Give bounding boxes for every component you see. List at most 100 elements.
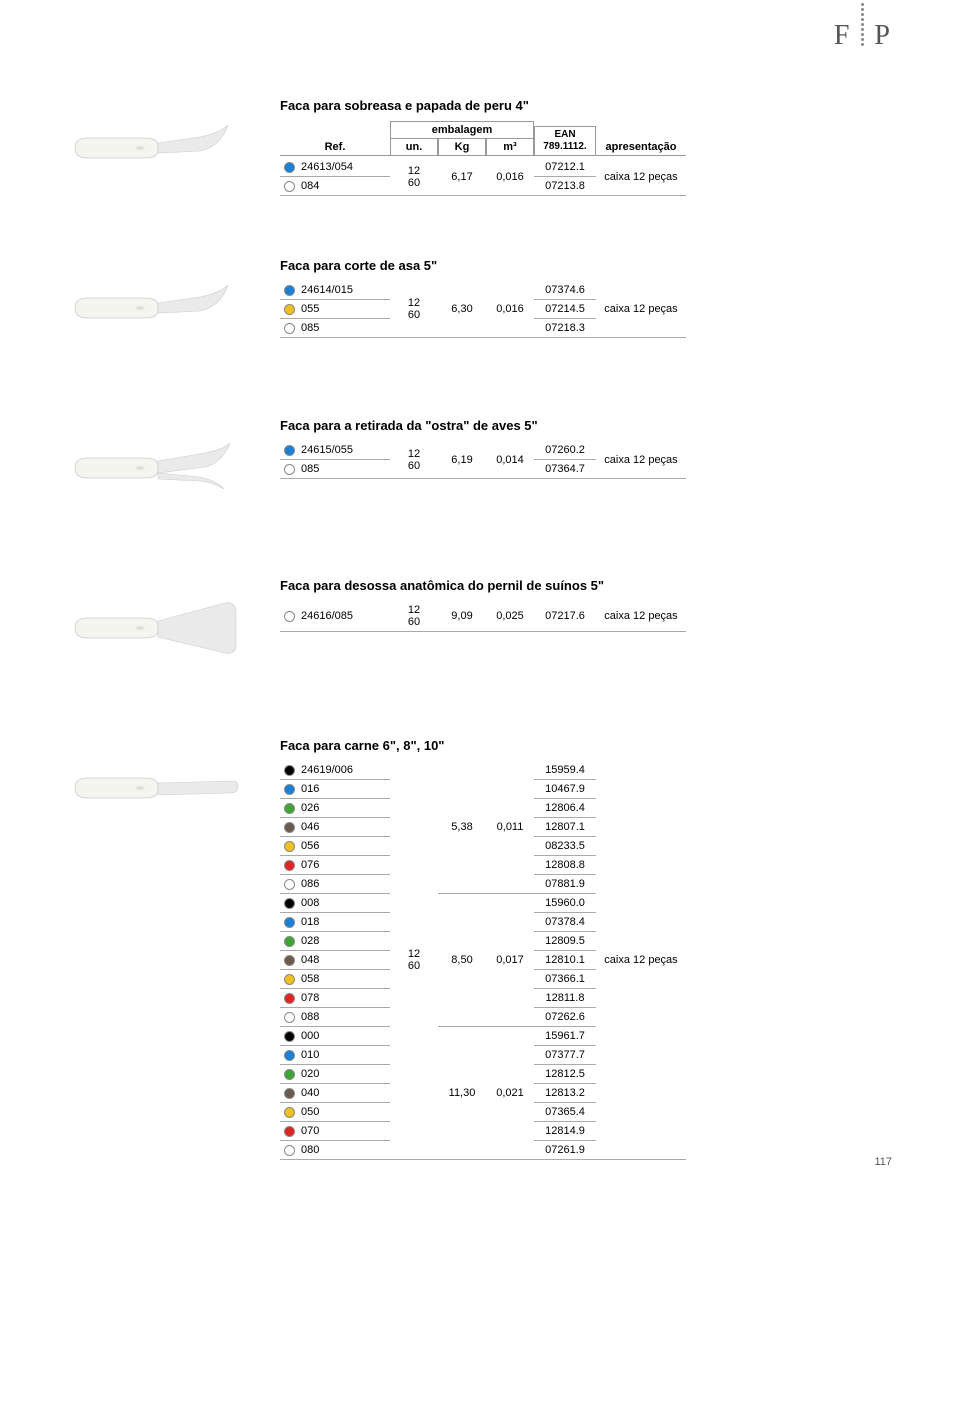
table-row: 24614/01512606,300,01607374.6caixa 12 pe… bbox=[280, 281, 686, 300]
td-un: 1260 bbox=[390, 761, 438, 1160]
td-ean: 07217.6 bbox=[534, 601, 596, 632]
td-ref: 050 bbox=[280, 1103, 390, 1122]
td-ean: 12811.8 bbox=[534, 989, 596, 1008]
td-ref: 076 bbox=[280, 856, 390, 875]
td-ean: 12814.9 bbox=[534, 1122, 596, 1141]
section-title: Faca para desossa anatômica do pernil de… bbox=[280, 578, 900, 593]
td-ref: 24615/055 bbox=[280, 441, 390, 460]
color-swatch bbox=[284, 464, 295, 475]
product-table: 24614/01512606,300,01607374.6caixa 12 pe… bbox=[280, 281, 686, 338]
color-swatch bbox=[284, 879, 295, 890]
td-ean: 07374.6 bbox=[534, 281, 596, 300]
td-m3: 0,021 bbox=[486, 1027, 534, 1160]
color-swatch bbox=[284, 860, 295, 871]
ref-value: 085 bbox=[301, 463, 319, 475]
td-apresentacao: caixa 12 peças bbox=[596, 158, 686, 196]
table-header: Ref.embalagemun.Kgm³EAN789.1112.apresent… bbox=[280, 121, 900, 156]
td-un: 1260 bbox=[390, 281, 438, 338]
td-ref: 040 bbox=[280, 1084, 390, 1103]
td-ref: 080 bbox=[280, 1141, 390, 1160]
color-swatch bbox=[284, 445, 295, 456]
td-ean: 08233.5 bbox=[534, 837, 596, 856]
td-ref: 078 bbox=[280, 989, 390, 1008]
td-ref: 046 bbox=[280, 818, 390, 837]
ref-value: 018 bbox=[301, 916, 319, 928]
td-ean: 07218.3 bbox=[534, 319, 596, 338]
product-image bbox=[60, 578, 250, 678]
ref-value: 085 bbox=[301, 322, 319, 334]
table-row: 24619/00612605,380,01115959.4caixa 12 pe… bbox=[280, 761, 686, 780]
product-section: Faca para desossa anatômica do pernil de… bbox=[60, 578, 900, 678]
th-kg: Kg bbox=[438, 139, 486, 156]
td-kg: 5,38 bbox=[438, 761, 486, 894]
page-number: 117 bbox=[874, 1156, 892, 1168]
td-ean: 07212.1 bbox=[534, 158, 596, 177]
td-ean: 07262.6 bbox=[534, 1008, 596, 1027]
td-ref: 24616/085 bbox=[280, 601, 390, 632]
td-ref: 008 bbox=[280, 894, 390, 913]
catalog-page: F P Faca para sobreasa e papada de peru … bbox=[0, 0, 960, 1180]
color-swatch bbox=[284, 1107, 295, 1118]
ref-value: 24615/055 bbox=[301, 444, 353, 456]
ref-value: 016 bbox=[301, 783, 319, 795]
td-ref: 058 bbox=[280, 970, 390, 989]
color-swatch bbox=[284, 1126, 295, 1137]
td-ean: 07260.2 bbox=[534, 441, 596, 460]
td-ean: 10467.9 bbox=[534, 780, 596, 799]
product-table: 24613/054 12606,170,01607212.1caixa 12 pe… bbox=[280, 158, 686, 196]
ref-value: 24613/054 bbox=[301, 161, 353, 173]
td-m3: 0,016 bbox=[486, 158, 534, 196]
td-ref: 24619/006 bbox=[280, 761, 390, 780]
ref-value: 086 bbox=[301, 878, 319, 890]
td-ref: 086 bbox=[280, 875, 390, 894]
section-title: Faca para corte de asa 5" bbox=[280, 258, 900, 273]
product-section: Faca para sobreasa e papada de peru 4"Re… bbox=[60, 98, 900, 198]
td-ean: 07377.7 bbox=[534, 1046, 596, 1065]
table-row: 24615/05512606,190,01407260.2caixa 12 pe… bbox=[280, 441, 686, 460]
td-ean: 12808.8 bbox=[534, 856, 596, 875]
color-swatch bbox=[284, 803, 295, 814]
color-swatch bbox=[284, 1145, 295, 1156]
td-ean: 07364.7 bbox=[534, 460, 596, 479]
ref-value: 24616/085 bbox=[301, 610, 353, 622]
th-m3: m³ bbox=[486, 139, 534, 156]
td-ean: 07214.5 bbox=[534, 300, 596, 319]
td-kg: 6,19 bbox=[438, 441, 486, 479]
color-swatch bbox=[284, 765, 295, 776]
color-swatch bbox=[284, 974, 295, 985]
td-ean: 07366.1 bbox=[534, 970, 596, 989]
td-ref: 070 bbox=[280, 1122, 390, 1141]
td-ean: 07881.9 bbox=[534, 875, 596, 894]
color-swatch bbox=[284, 784, 295, 795]
ref-value: 056 bbox=[301, 840, 319, 852]
color-swatch bbox=[284, 898, 295, 909]
product-image bbox=[60, 738, 250, 838]
td-ean: 07365.4 bbox=[534, 1103, 596, 1122]
table-row: 24616/08512609,090,02507217.6caixa 12 pe… bbox=[280, 601, 686, 632]
td-m3: 0,025 bbox=[486, 601, 534, 632]
ref-value: 076 bbox=[301, 859, 319, 871]
td-ean: 15960.0 bbox=[534, 894, 596, 913]
td-un: 1260 bbox=[390, 158, 438, 196]
td-kg: 6,30 bbox=[438, 281, 486, 338]
section-title: Faca para carne 6", 8", 10" bbox=[280, 738, 900, 753]
color-swatch bbox=[284, 323, 295, 334]
color-swatch bbox=[284, 822, 295, 833]
color-swatch bbox=[284, 955, 295, 966]
td-ref: 048 bbox=[280, 951, 390, 970]
product-image bbox=[60, 418, 250, 518]
product-table: 24616/08512609,090,02507217.6caixa 12 pe… bbox=[280, 601, 686, 632]
th-embalagem: embalagem bbox=[390, 121, 534, 139]
ref-value: 24614/015 bbox=[301, 284, 353, 296]
color-swatch bbox=[284, 304, 295, 315]
color-swatch bbox=[284, 917, 295, 928]
logo-fp: F P bbox=[834, 20, 892, 52]
th-ean: EAN789.1112. bbox=[534, 126, 596, 156]
td-kg: 9,09 bbox=[438, 601, 486, 632]
ref-value: 026 bbox=[301, 802, 319, 814]
td-kg: 6,17 bbox=[438, 158, 486, 196]
th-un: un. bbox=[390, 139, 438, 156]
td-ean: 15961.7 bbox=[534, 1027, 596, 1046]
color-swatch bbox=[284, 1050, 295, 1061]
td-m3: 0,011 bbox=[486, 761, 534, 894]
